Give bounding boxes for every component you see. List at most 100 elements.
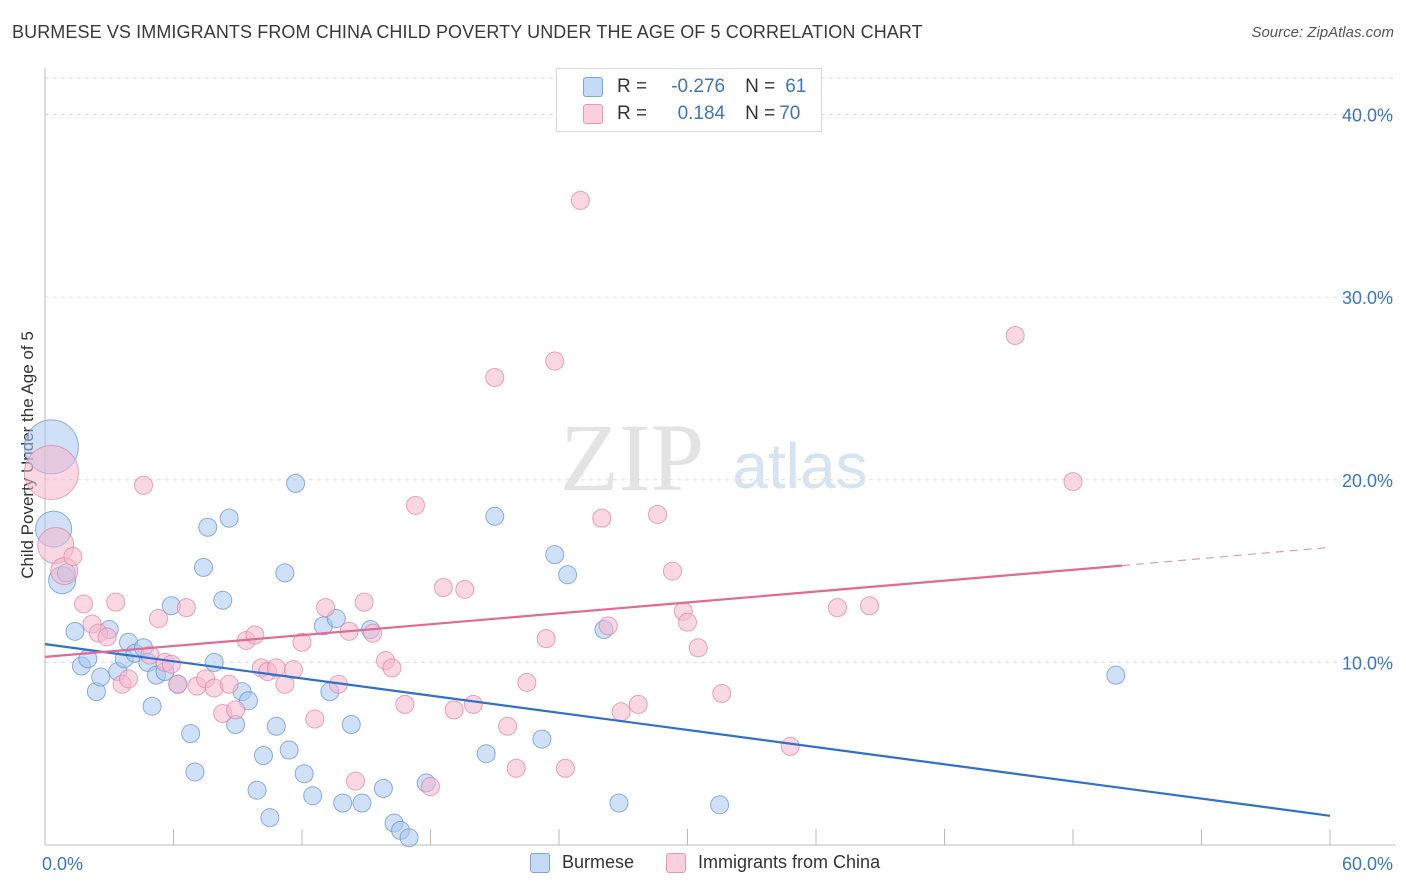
- burmese-point: [198, 517, 218, 537]
- china-point: [354, 592, 374, 612]
- burmese-point: [266, 716, 286, 736]
- china-point: [119, 669, 139, 689]
- china-point: [23, 444, 79, 500]
- y-tick-label: 30.0%: [1342, 288, 1393, 308]
- burmese-point: [181, 724, 201, 744]
- burmese-point: [219, 508, 239, 528]
- china-point: [688, 638, 708, 658]
- china-point: [628, 694, 648, 714]
- legend-r-value: -0.276: [671, 76, 726, 97]
- burmese-point: [710, 795, 730, 815]
- watermark: ZIP atlas: [560, 404, 868, 511]
- china-point: [382, 658, 402, 678]
- legend: R = -0.276 N = 61 R = 0.184 N = 70: [556, 68, 822, 132]
- burmese-point: [204, 652, 224, 672]
- burmese-point: [213, 590, 233, 610]
- bottom-legend-swatch-burmese: [530, 852, 550, 873]
- x-tick-label: 0.0%: [42, 854, 83, 874]
- trend-lines: [44, 546, 1331, 817]
- china-point: [226, 700, 246, 720]
- china-point: [498, 716, 518, 736]
- burmese-point: [373, 778, 393, 798]
- burmese-point: [91, 667, 111, 687]
- burmese-point: [1106, 665, 1126, 685]
- burmese-point: [294, 764, 314, 784]
- burmese-point: [609, 793, 629, 813]
- burmese-point: [545, 545, 565, 565]
- china-point: [74, 594, 94, 614]
- china-point: [1063, 472, 1083, 492]
- china-point: [433, 578, 453, 598]
- y-tick-label: 40.0%: [1342, 106, 1393, 126]
- burmese-point: [247, 780, 267, 800]
- burmese-point: [185, 762, 205, 782]
- china-point: [363, 623, 383, 643]
- china-point: [316, 598, 336, 618]
- legend-swatch-china: [583, 104, 603, 124]
- burmese-point: [193, 557, 213, 577]
- bottom-legend-label-china: Immigrants from China: [698, 852, 881, 872]
- burmese-point: [286, 473, 306, 493]
- source-label: Source: ZipAtlas.com: [1251, 24, 1394, 41]
- legend-row-china: R = 0.184 N = 70: [583, 102, 800, 126]
- china-point: [134, 475, 154, 495]
- bottom-legend-label-burmese: Burmese: [562, 852, 635, 872]
- china-point: [245, 625, 265, 645]
- legend-swatch-burmese: [583, 77, 603, 97]
- china-point: [1005, 325, 1025, 345]
- china-point: [97, 627, 117, 647]
- bottom-legend: Burmese Immigrants from China: [530, 852, 912, 873]
- bottom-legend-swatch-china: [666, 852, 687, 873]
- burmese-point: [303, 786, 323, 806]
- burmese-point: [65, 621, 85, 641]
- china-point: [305, 709, 325, 729]
- legend-n-value: 70: [779, 103, 801, 124]
- china-point: [219, 674, 239, 694]
- chart-title: BURMESE VS IMMIGRANTS FROM CHINA CHILD P…: [12, 22, 923, 42]
- burmese-point: [399, 828, 419, 848]
- china-point: [406, 495, 426, 515]
- china-point: [283, 660, 303, 680]
- china-point: [517, 672, 537, 692]
- burmese-point: [275, 563, 295, 583]
- china-trend-line-dashed: [1122, 546, 1331, 567]
- y-tick-label: 10.0%: [1342, 653, 1393, 673]
- china-point: [421, 777, 440, 797]
- china-point: [455, 579, 475, 599]
- china-point: [570, 190, 590, 210]
- burmese-point: [142, 696, 162, 716]
- axes: [44, 68, 1395, 846]
- china-point: [395, 694, 415, 714]
- china-point: [545, 351, 565, 371]
- legend-n-label: N =: [745, 103, 776, 124]
- burmese-trend-line: [44, 643, 1331, 817]
- burmese-point: [485, 506, 505, 526]
- burmese-point: [260, 808, 280, 828]
- china-point: [611, 702, 631, 722]
- china-point: [555, 758, 575, 778]
- legend-r-label: R =: [617, 103, 648, 124]
- watermark-zip: ZIP: [560, 404, 704, 511]
- china-point: [648, 504, 668, 524]
- china-point: [176, 598, 196, 618]
- china-point: [463, 694, 483, 714]
- burmese-point: [341, 714, 361, 734]
- china-point: [592, 508, 612, 528]
- china-point: [663, 561, 683, 581]
- china-point: [485, 367, 505, 387]
- burmese-point: [352, 793, 372, 813]
- china-point: [678, 612, 697, 632]
- china-point: [712, 683, 732, 703]
- china-point: [506, 758, 526, 778]
- burmese-point: [532, 729, 552, 749]
- burmese-point: [238, 691, 258, 711]
- burmese-point: [279, 740, 299, 760]
- china-point: [106, 592, 126, 612]
- y-tick-label: 20.0%: [1342, 471, 1393, 491]
- grid-lines: [45, 77, 1395, 663]
- legend-n-value: 61: [785, 76, 807, 97]
- china-point: [827, 598, 847, 618]
- series-china-points: [23, 190, 1083, 797]
- china-trend-line: [44, 564, 1123, 658]
- china-point: [168, 674, 188, 694]
